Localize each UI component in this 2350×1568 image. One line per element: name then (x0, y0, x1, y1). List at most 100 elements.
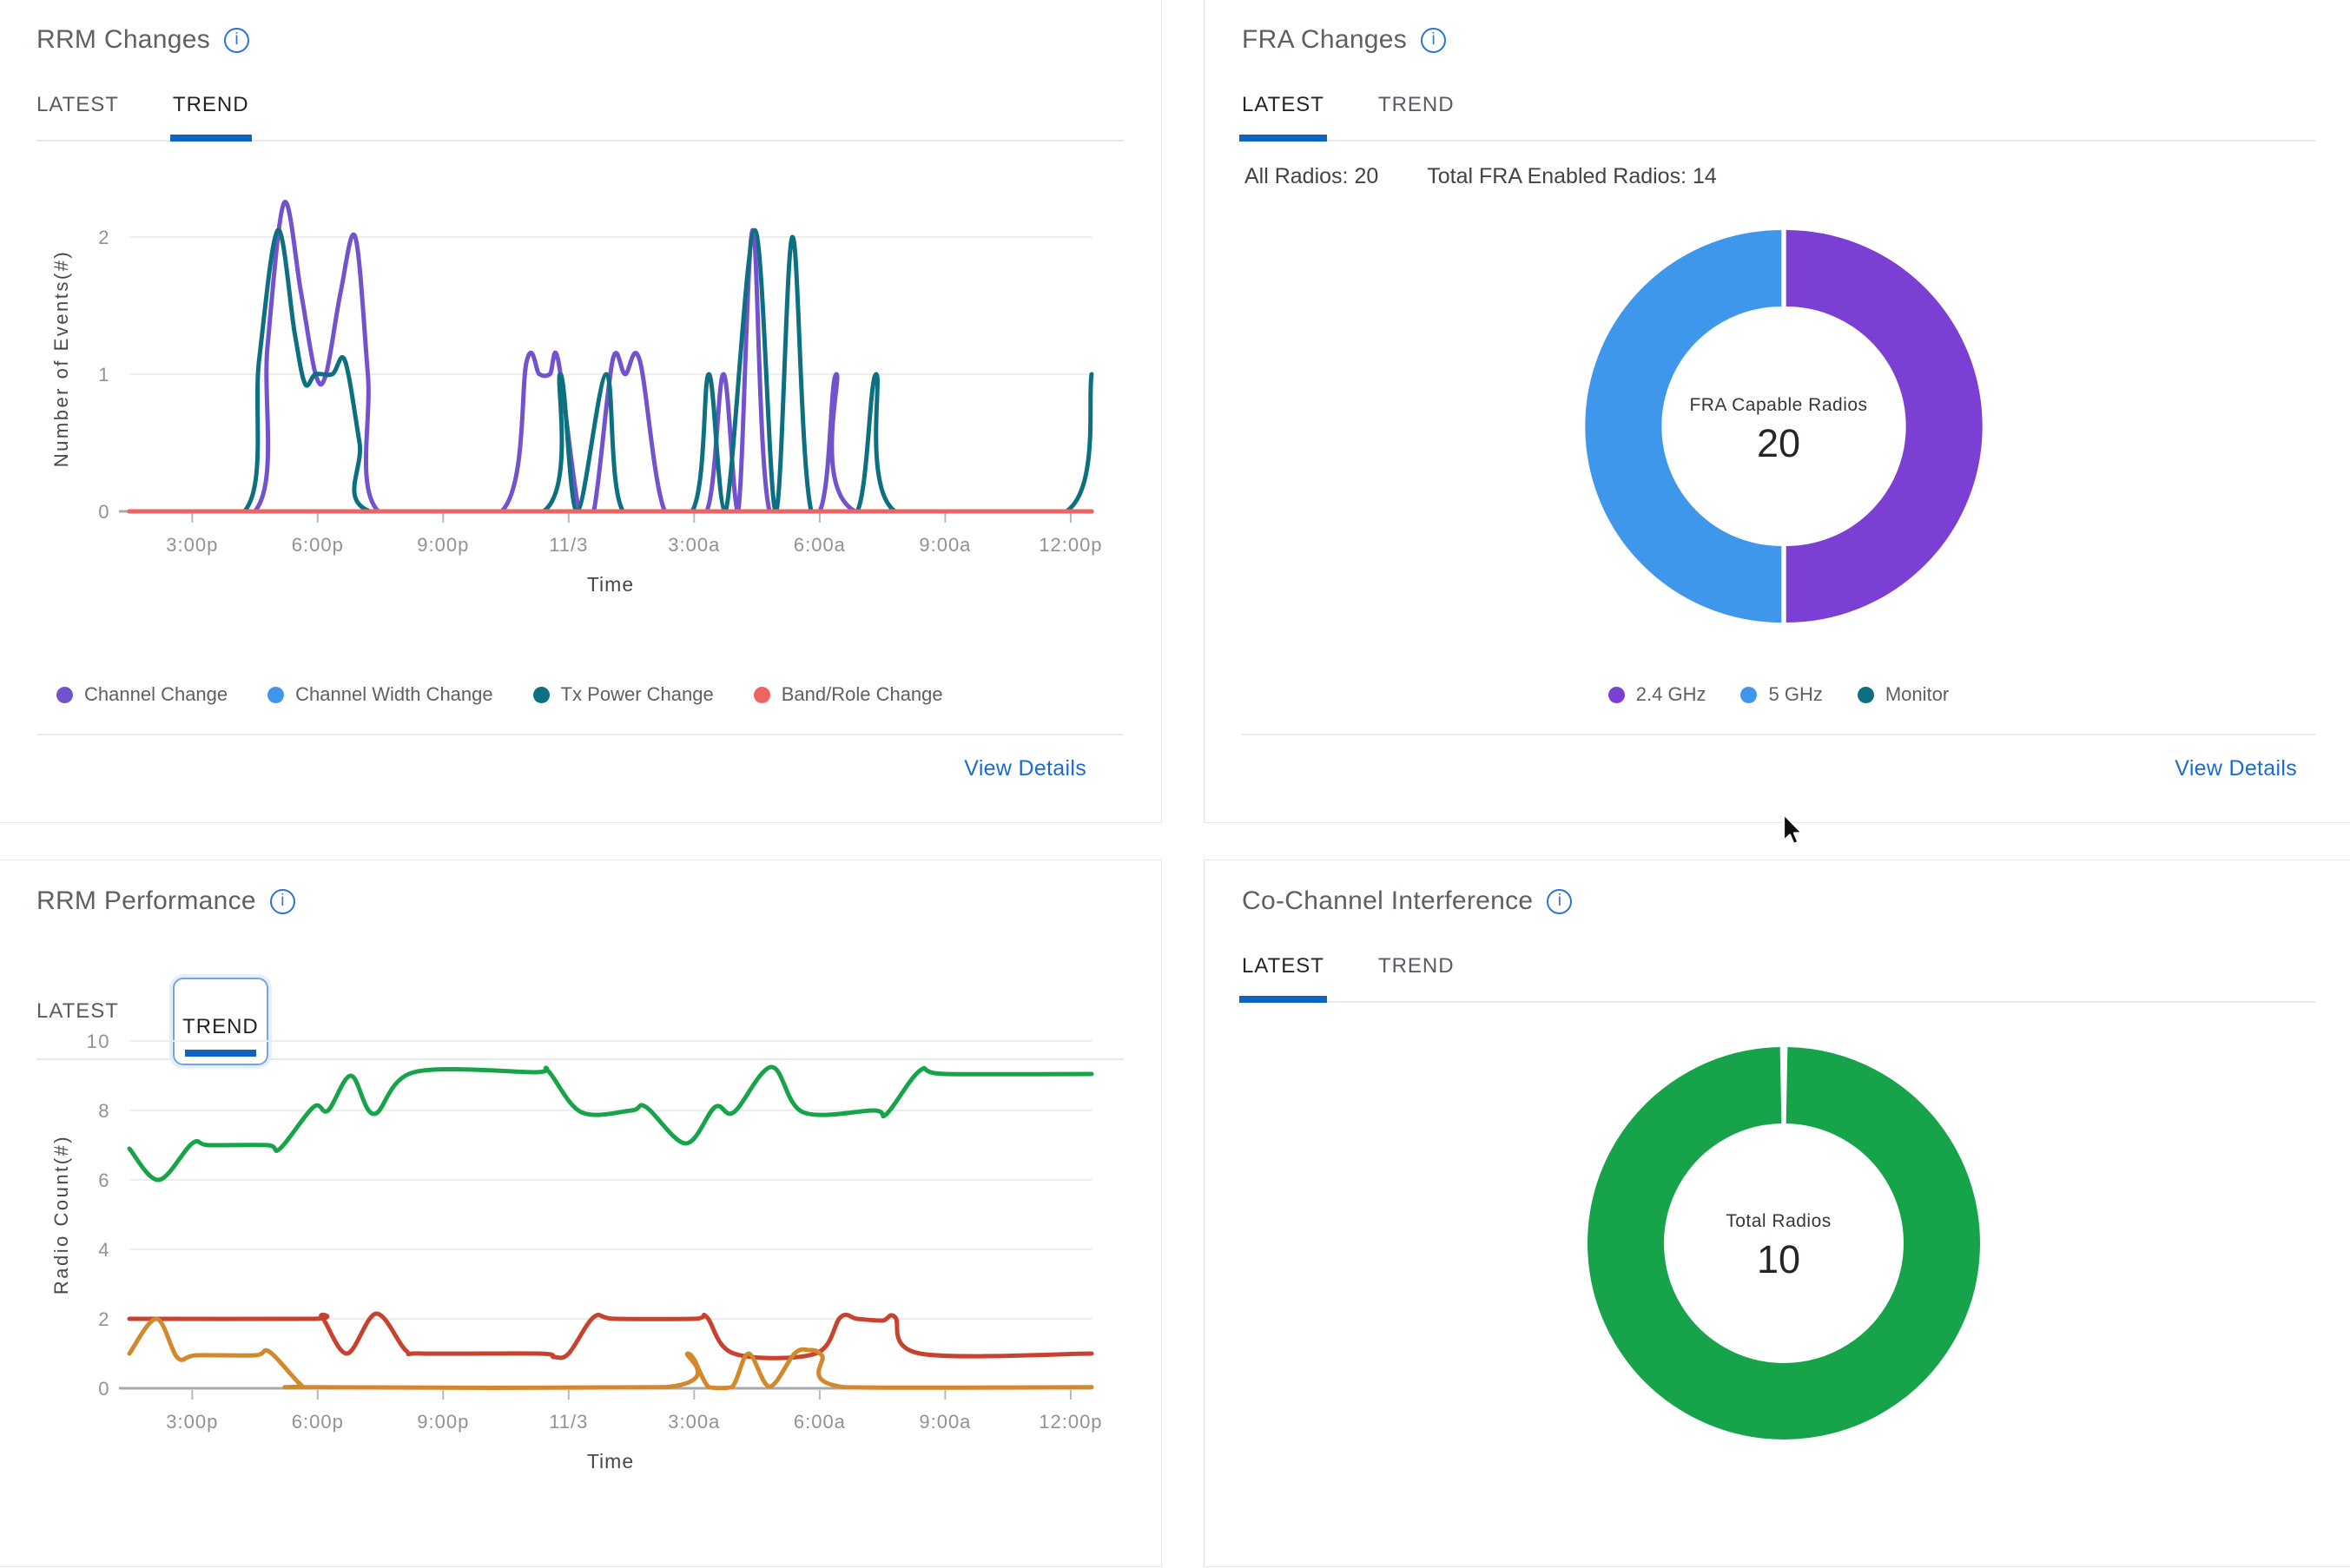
active-tab-underline (1239, 996, 1327, 1003)
info-icon[interactable]: i (269, 888, 295, 914)
card-header: FRA Changes i (1242, 25, 1447, 55)
rrm-changes-trend-chart: 0 1 2 3:00p 6:00p 9:00p 11/3 3:00a 6:00a 9:00a 12:… (50, 200, 1102, 596)
fra-radios-donut-chart (1585, 230, 1983, 623)
info-icon[interactable]: i (1547, 888, 1573, 914)
chart-legend: 2.4 GHz 5 GHz Monitor (1205, 683, 2350, 706)
legend-dot (1607, 686, 1625, 703)
tab-latest[interactable]: LATEST (1239, 84, 1327, 142)
svg-text:6: 6 (98, 1169, 110, 1191)
svg-text:11/3: 11/3 (549, 1411, 588, 1433)
active-tab-underline (1239, 135, 1327, 142)
legend-dot (1740, 686, 1758, 703)
card-title: Co-Channel Interference (1242, 886, 1534, 915)
info-icon[interactable]: i (1421, 27, 1447, 53)
svg-text:3:00p: 3:00p (166, 1411, 218, 1433)
svg-text:9:00p: 9:00p (417, 534, 469, 556)
svg-text:6:00a: 6:00a (794, 1411, 846, 1433)
tab-label: TREND (182, 1015, 259, 1038)
tabs: LATEST TREND (1239, 84, 2315, 142)
view-details-link[interactable]: View Details (2175, 756, 2297, 781)
card-title: FRA Changes (1242, 25, 1408, 54)
tab-trend[interactable]: TREND (1378, 84, 1455, 140)
svg-text:6:00p: 6:00p (292, 1411, 344, 1433)
divider (36, 734, 1124, 735)
legend-dot (753, 686, 770, 703)
legend-label: Tx Power Change (560, 683, 714, 705)
legend-dot (1857, 686, 1874, 703)
tab-trend[interactable]: TREND (169, 84, 252, 142)
total-radios-donut-chart (1588, 1047, 1980, 1440)
svg-text:4: 4 (98, 1239, 110, 1261)
svg-text:12:00p: 12:00p (1039, 1411, 1102, 1433)
svg-text:Time: Time (587, 1450, 634, 1472)
legend-label: Channel Width Change (295, 683, 493, 705)
svg-text:11/3: 11/3 (549, 534, 588, 556)
svg-text:2: 2 (98, 1308, 110, 1330)
legend-item-tx-power-change[interactable]: Tx Power Change (532, 683, 714, 706)
tab-label: TREND (1377, 93, 1455, 116)
tab-trend-focused[interactable]: TREND (172, 978, 268, 1065)
view-details-link[interactable]: View Details (964, 756, 1086, 781)
tab-label: TREND (172, 93, 249, 116)
svg-text:6:00a: 6:00a (794, 534, 846, 556)
svg-text:Radio Count(#): Radio Count(#) (50, 1135, 72, 1295)
legend-item-band-role-change[interactable]: Band/Role Change (753, 683, 943, 706)
info-icon[interactable]: i (224, 27, 250, 53)
fra-changes-card: FRA Changes i LATEST TREND All Radios: 2… (1204, 0, 2350, 823)
tab-latest[interactable]: LATEST (1239, 945, 1327, 1003)
tabs: LATEST TREND (1239, 945, 2315, 1003)
rrm-performance-trend-chart: 0 2 4 6 8 10 3:00p 6:00p 9:00p 11/3 3:00a 6:00a 9:00… (50, 1031, 1102, 1472)
active-tab-underline (184, 1050, 256, 1057)
legend-label: Monitor (1885, 683, 1950, 705)
tab-label: LATEST (36, 999, 119, 1023)
svg-text:3:00a: 3:00a (668, 1411, 720, 1433)
tab-label: LATEST (36, 93, 119, 116)
legend-dot (56, 686, 73, 703)
legend-label: Channel Change (84, 683, 228, 705)
legend-item-channel-width-change[interactable]: Channel Width Change (267, 683, 493, 706)
active-tab-underline (169, 135, 252, 142)
svg-text:0: 0 (98, 1378, 110, 1400)
tab-latest[interactable]: LATEST (36, 84, 119, 140)
all-radios-stat: All Radios: 20 (1244, 164, 1379, 188)
svg-text:9:00a: 9:00a (919, 1411, 971, 1433)
svg-text:6:00p: 6:00p (292, 534, 344, 556)
svg-text:8: 8 (98, 1100, 110, 1122)
card-header: RRM Performance i (36, 886, 295, 916)
chart-legend: Channel Change Channel Width Change Tx P… (56, 683, 943, 706)
tab-label: LATEST (1242, 954, 1324, 978)
card-header: RRM Changes i (36, 25, 250, 55)
co-channel-interference-card: Co-Channel Interference i LATEST TREND T… (1204, 860, 2350, 1567)
svg-text:1: 1 (98, 364, 110, 385)
tab-trend[interactable]: TREND (1378, 945, 1455, 1001)
svg-text:10: 10 (87, 1031, 110, 1052)
divider (1242, 734, 2315, 735)
card-title: RRM Changes (36, 25, 211, 54)
svg-text:9:00p: 9:00p (417, 1411, 469, 1433)
legend-label: Band/Role Change (781, 683, 943, 705)
svg-text:3:00p: 3:00p (166, 534, 218, 556)
svg-text:0: 0 (98, 501, 110, 523)
tab-label: LATEST (1242, 93, 1324, 116)
card-header: Co-Channel Interference i (1242, 886, 1573, 916)
tab-latest[interactable]: LATEST (36, 991, 119, 1058)
rrm-performance-card: RRM Performance i LATEST TREND 0 2 4 6 8 10 3:… (0, 860, 1162, 1567)
legend-item-channel-change[interactable]: Channel Change (56, 683, 228, 706)
legend-label: 5 GHz (1768, 683, 1823, 705)
legend-item-24ghz[interactable]: 2.4 GHz (1607, 683, 1706, 706)
svg-text:2: 2 (98, 227, 110, 248)
svg-text:3:00a: 3:00a (668, 534, 720, 556)
card-title: RRM Performance (36, 886, 256, 915)
svg-text:12:00p: 12:00p (1039, 534, 1102, 556)
tabs: LATEST TREND (36, 945, 1124, 1065)
legend-item-5ghz[interactable]: 5 GHz (1740, 683, 1823, 706)
tabs: LATEST TREND (36, 84, 1124, 142)
legend-dot (267, 686, 285, 703)
total-fra-enabled-stat: Total FRA Enabled Radios: 14 (1427, 164, 1717, 188)
svg-text:9:00a: 9:00a (919, 534, 971, 556)
legend-label: 2.4 GHz (1635, 683, 1706, 705)
rrm-changes-card: RRM Changes i LATEST TREND 0 1 2 3:00p 6:00p… (0, 0, 1162, 823)
legend-item-monitor[interactable]: Monitor (1857, 683, 1950, 706)
svg-text:Number of Events(#): Number of Events(#) (50, 250, 72, 467)
fra-stats-row: All Radios: 20 Total FRA Enabled Radios:… (1244, 164, 1717, 189)
